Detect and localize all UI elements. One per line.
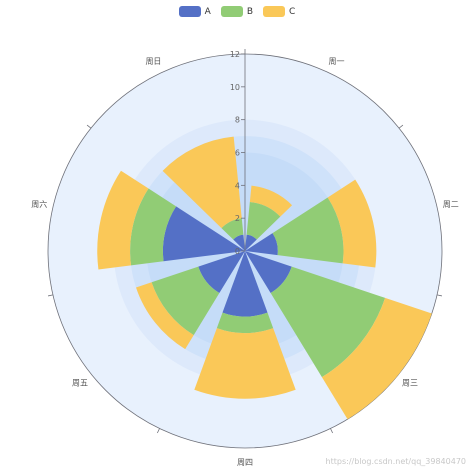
angle-tick-1 <box>398 124 404 129</box>
bar-b-4 <box>151 266 220 336</box>
bar-a-3 <box>222 251 268 317</box>
legend-label-b: B <box>246 6 254 17</box>
bar-b-2 <box>270 266 386 378</box>
radius-tick-label-6: 12 <box>230 50 240 59</box>
legend: A B C <box>0 6 474 17</box>
angle-tick-5 <box>47 294 54 297</box>
bar-a-6 <box>233 234 245 251</box>
bar-c-0 <box>249 185 293 217</box>
legend-item-a[interactable]: A <box>178 6 211 17</box>
angle-tick-3 <box>330 428 334 434</box>
radius-tick-label-5: 10 <box>230 83 240 92</box>
bar-a-4 <box>198 251 245 294</box>
bar-a-2 <box>245 251 292 294</box>
angle-tick-2 <box>436 294 443 297</box>
legend-label-a: A <box>204 6 211 17</box>
radius-tick-label-1: 2 <box>235 214 240 223</box>
radius-tick-label-3: 6 <box>235 149 240 158</box>
legend-swatch-c <box>263 6 286 17</box>
bar-b-0 <box>246 201 281 240</box>
angle-label-6: 周日 <box>145 57 161 66</box>
radius-tick-label-2: 4 <box>235 181 240 190</box>
bar-c-1 <box>327 179 377 268</box>
legend-swatch-b <box>220 6 243 17</box>
bars <box>97 136 432 420</box>
angle-label-2: 周三 <box>402 379 418 388</box>
angle-label-5: 周六 <box>31 199 47 209</box>
bar-b-3 <box>216 312 274 334</box>
watermark: https://blog.csdn.net/qq_39840470 <box>325 457 466 466</box>
angle-tick-6 <box>86 124 92 129</box>
bar-a-1 <box>245 233 278 256</box>
bar-c-3 <box>194 328 296 399</box>
angle-label-1: 周二 <box>443 200 459 209</box>
bar-b-5 <box>130 188 177 266</box>
radius-tick-label-0: 0 <box>235 247 240 256</box>
bar-b-6 <box>221 218 244 240</box>
legend-swatch-a <box>178 6 201 17</box>
legend-item-b[interactable]: B <box>220 6 254 17</box>
bar-c-6 <box>162 136 242 229</box>
angle-label-3: 周四 <box>237 458 253 467</box>
bar-c-4 <box>136 282 194 350</box>
radius-tick-label-4: 8 <box>235 116 240 125</box>
legend-item-c[interactable]: C <box>263 6 295 17</box>
bar-a-5 <box>162 206 245 262</box>
bar-b-1 <box>272 197 344 264</box>
bar-a-0 <box>245 234 257 251</box>
angle-label-0: 周一 <box>329 57 345 66</box>
bar-c-2 <box>321 297 432 420</box>
angle-label-4: 周五 <box>72 379 88 388</box>
bar-c-5 <box>97 170 149 270</box>
angle-tick-4 <box>156 428 160 434</box>
legend-label-c: C <box>289 6 296 17</box>
